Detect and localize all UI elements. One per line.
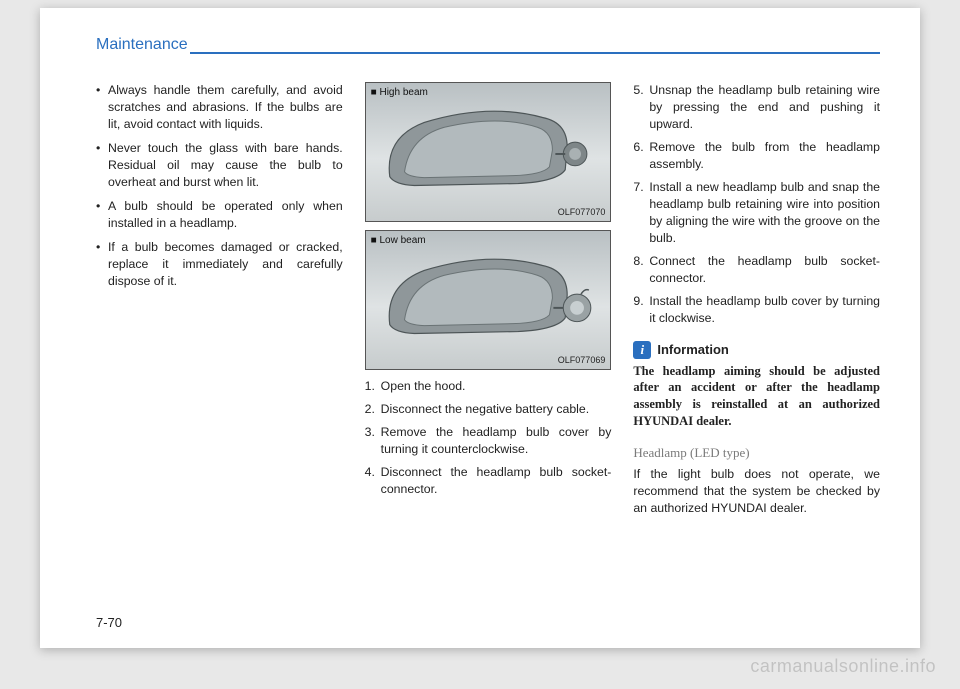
column-2: ■ High beam OLF077070 ■ Low beam: [365, 82, 612, 525]
list-item: Always handle them carefully, and avoid …: [96, 82, 343, 133]
figure-label: ■ High beam: [371, 86, 428, 100]
figure-code: OLF077070: [558, 206, 606, 218]
list-item: Connect the headlamp bulb socket-connect…: [633, 253, 880, 287]
list-item: If a bulb becomes damaged or cracked, re…: [96, 239, 343, 290]
list-item: Disconnect the negative battery cable.: [365, 401, 612, 418]
list-item: Unsnap the headlamp bulb retaining wire …: [633, 82, 880, 133]
step-list-continued: Unsnap the headlamp bulb retaining wire …: [633, 82, 880, 327]
list-item: Remove the headlamp bulb cover by turnin…: [365, 424, 612, 458]
list-item: Disconnect the headlamp bulb socket-conn…: [365, 464, 612, 498]
figure-label: ■ Low beam: [371, 234, 426, 248]
list-item: Remove the bulb from the headlamp assemb…: [633, 139, 880, 173]
list-item: Install a new headlamp bulb and snap the…: [633, 179, 880, 247]
watermark: carmanualsonline.info: [750, 656, 936, 677]
figure-code: OLF077069: [558, 354, 606, 366]
manual-page: Maintenance Always handle them carefully…: [40, 8, 920, 648]
led-paragraph: If the light bulb does not operate, we r…: [633, 466, 880, 517]
headlamp-icon: [366, 83, 611, 221]
information-heading: i Information: [633, 341, 880, 359]
bullet-list: Always handle them carefully, and avoid …: [96, 82, 343, 290]
figure-low-beam: ■ Low beam OLF077069: [365, 230, 612, 370]
list-item: A bulb should be operated only when inst…: [96, 198, 343, 232]
section-title: Maintenance: [96, 36, 188, 56]
list-item: Install the headlamp bulb cover by turni…: [633, 293, 880, 327]
column-3: Unsnap the headlamp bulb retaining wire …: [633, 82, 880, 525]
content-columns: Always handle them carefully, and avoid …: [96, 82, 880, 525]
info-icon: i: [633, 341, 651, 359]
header-rule: [190, 52, 880, 54]
figure-high-beam: ■ High beam OLF077070: [365, 82, 612, 222]
page-number: 7-70: [96, 615, 122, 630]
headlamp-icon: [366, 231, 611, 369]
column-1: Always handle them carefully, and avoid …: [96, 82, 343, 525]
subheading-led: Headlamp (LED type): [633, 444, 880, 462]
page-header: Maintenance: [96, 36, 880, 56]
info-text: The headlamp aiming should be adjusted a…: [633, 363, 880, 431]
list-item: Never touch the glass with bare hands. R…: [96, 140, 343, 191]
info-title: Information: [657, 341, 729, 359]
list-item: Open the hood.: [365, 378, 612, 395]
step-list: Open the hood. Disconnect the negative b…: [365, 378, 612, 498]
